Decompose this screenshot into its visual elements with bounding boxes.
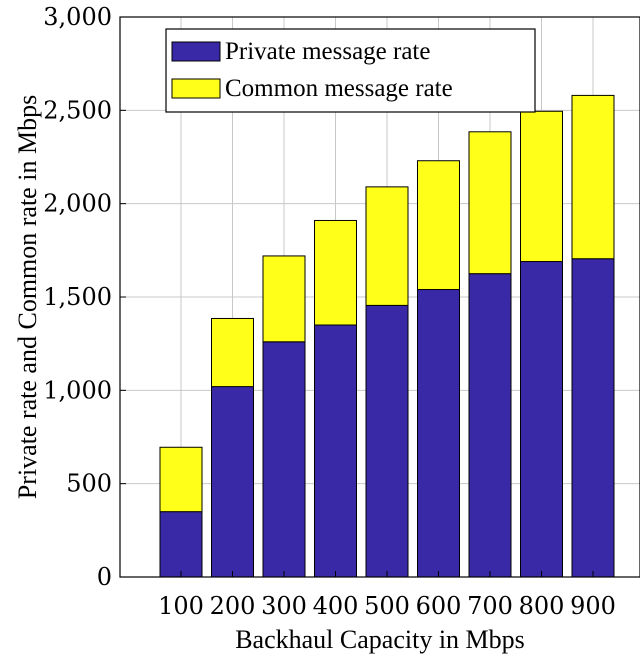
bar-common-500 xyxy=(365,186,409,306)
legend-label-private: Private message rate xyxy=(225,38,430,65)
bar-private-300 xyxy=(262,341,306,578)
legend-swatch-common xyxy=(171,78,221,99)
y-tick-label: 500 xyxy=(66,470,112,498)
x-tick-label: 800 xyxy=(519,592,565,620)
x-tick-label: 400 xyxy=(313,592,359,620)
bar-private-500 xyxy=(365,304,409,578)
bar-private-800 xyxy=(520,261,563,578)
bar-private-200 xyxy=(211,386,254,578)
bars-layer xyxy=(159,94,615,578)
x-tick-label: 500 xyxy=(364,592,410,620)
bar-common-900 xyxy=(571,94,615,260)
bar-common-100 xyxy=(159,446,203,513)
x-tick-label: 700 xyxy=(467,592,513,620)
bar-private-400 xyxy=(314,324,357,578)
bar-common-200 xyxy=(211,317,254,388)
bar-common-400 xyxy=(314,219,357,326)
y-tick-label: 0 xyxy=(97,563,112,591)
bar-common-600 xyxy=(417,160,460,291)
y-tick-label: 3,000 xyxy=(43,3,112,31)
y-tick-label: 1,500 xyxy=(43,283,112,311)
x-axis-title: Backhaul Capacity in Mbps xyxy=(235,625,525,654)
bar-private-600 xyxy=(417,289,460,578)
bar-private-100 xyxy=(159,511,203,578)
x-tick-label: 300 xyxy=(261,592,307,620)
axes-layer: 0 500 1,000 1,500 2,000 2,500 3,000 100 200 300 40… xyxy=(43,3,640,620)
x-tick-label: 100 xyxy=(158,592,204,620)
legend: Private message rate Common message rate xyxy=(165,28,536,113)
x-tick-label: 900 xyxy=(570,592,616,620)
legend-box xyxy=(165,28,536,113)
y-tick-label: 1,000 xyxy=(43,376,112,404)
y-tick-label: 2,000 xyxy=(43,190,112,218)
y-axis-title: Private rate and Common rate in Mbps xyxy=(13,95,42,499)
legend-swatch-private xyxy=(171,41,221,62)
legend-label-common: Common message rate xyxy=(225,75,453,102)
x-tick-label: 200 xyxy=(210,592,256,620)
bar-private-900 xyxy=(571,258,615,578)
bar-private-700 xyxy=(468,273,512,578)
bar-common-700 xyxy=(468,131,512,275)
bar-common-800 xyxy=(520,110,563,263)
y-tick-label: 2,500 xyxy=(43,96,112,124)
bar-common-300 xyxy=(262,255,306,343)
x-tick-label: 600 xyxy=(416,592,462,620)
